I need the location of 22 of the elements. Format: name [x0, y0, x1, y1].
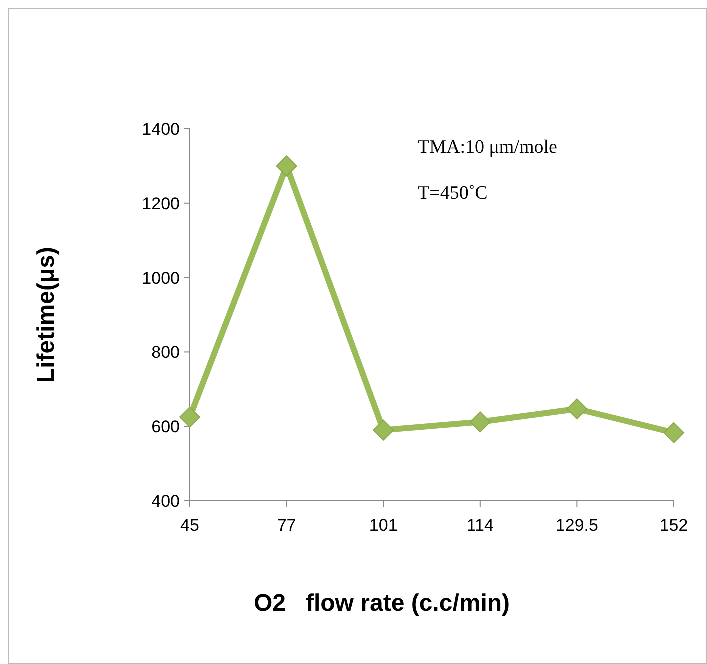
y-tick-label: 1000 — [142, 268, 180, 288]
y-tick-label: 1200 — [142, 194, 180, 214]
x-tick-label: 152 — [660, 516, 688, 535]
y-axis-title: Lifetime(μs) — [33, 246, 60, 384]
y-tick-label: 400 — [152, 492, 180, 511]
point — [276, 156, 298, 177]
point — [373, 420, 394, 441]
y-tick-label: 1400 — [142, 120, 180, 139]
point — [180, 406, 200, 428]
annotation: T=450˚C — [418, 183, 488, 204]
point — [664, 422, 684, 444]
x-tick-label: 114 — [466, 516, 494, 535]
annotation: TMA:10 μm/mole — [418, 137, 558, 158]
x-axis-title: O2 flow rate (c.c/min) — [254, 590, 510, 617]
x-tick-label: 45 — [180, 516, 200, 535]
x-tick-label: 129.5 — [556, 516, 598, 535]
x-tick-label: 101 — [369, 516, 398, 535]
point — [470, 412, 491, 433]
x-tick-label: 77 — [277, 516, 296, 535]
point — [566, 398, 588, 420]
y-tick-label: 800 — [152, 343, 180, 362]
y-tick-label: 600 — [152, 418, 180, 437]
